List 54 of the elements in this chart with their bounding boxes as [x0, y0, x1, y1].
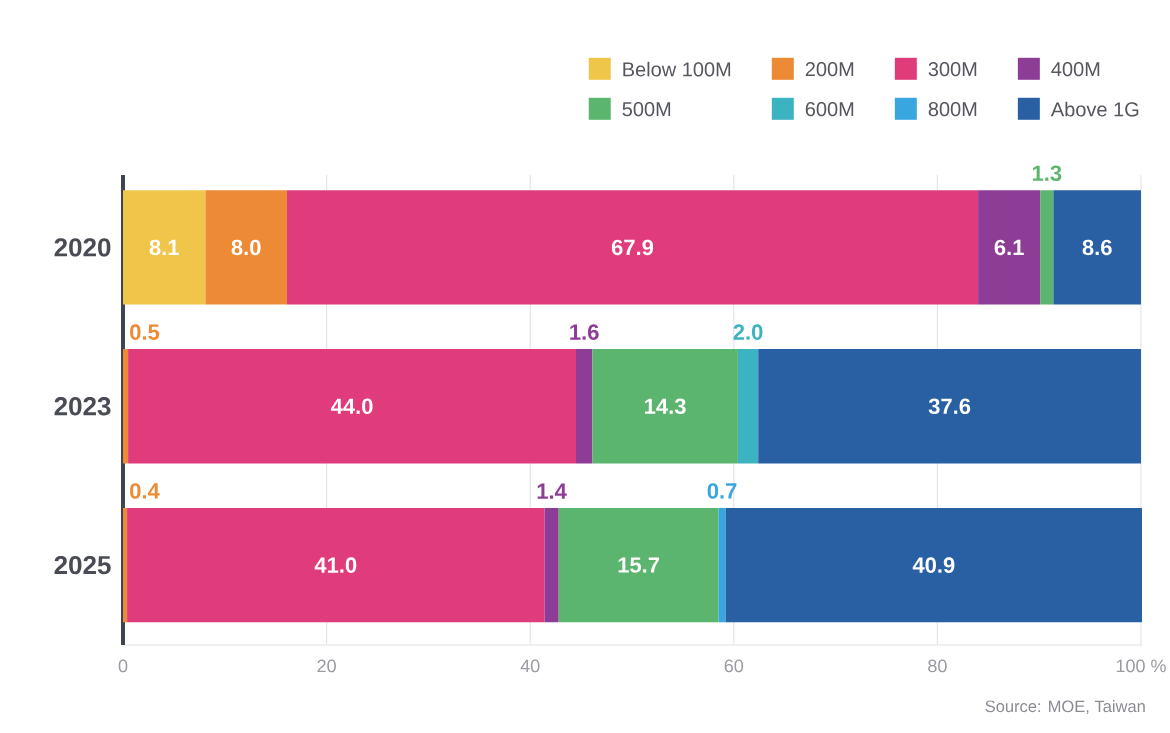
bar: [1040, 190, 1054, 305]
data-label: 6.1: [994, 239, 1024, 256]
bar: [127, 507, 545, 623]
bar: [592, 349, 738, 464]
data-label: 1.4: [537, 483, 567, 499]
data-label: 8.0: [231, 239, 261, 256]
x-tick-label: 0: [118, 659, 128, 673]
bar: [576, 349, 593, 464]
bar: [123, 507, 128, 623]
data-label: 67.9: [611, 239, 654, 256]
data-label: 1.3: [1032, 165, 1062, 182]
bar: [286, 190, 979, 305]
data-label: 0.4: [130, 483, 160, 499]
data-label: 41.0: [314, 557, 357, 573]
bar: [558, 507, 719, 623]
y-tick-label: 2025: [54, 555, 111, 575]
data-label: 8.1: [149, 239, 179, 256]
data-label: 44.0: [330, 398, 373, 415]
legend-label: Above 1G: [1050, 101, 1139, 117]
data-label: 15.7: [618, 557, 660, 573]
legend-label: Below 100M: [623, 61, 731, 77]
bar: [544, 507, 559, 623]
bar: [758, 349, 1141, 464]
bar: [725, 507, 1142, 623]
bar: [737, 349, 759, 464]
x-tick-label: 80: [928, 659, 947, 673]
legend-label: 300M: [928, 62, 977, 77]
x-tick-label: 20: [317, 659, 336, 673]
legend-label: 200M: [805, 62, 854, 77]
data-label: 40.9: [912, 557, 955, 573]
bar: [128, 349, 576, 464]
data-label: 37.6: [928, 398, 971, 415]
y-tick-label: 2023: [54, 397, 111, 416]
legend-label: 800M: [928, 102, 977, 117]
y-tick-label: 2020: [54, 238, 111, 257]
x-tick-label: 40: [520, 659, 540, 673]
bar: [978, 190, 1041, 305]
bar: [718, 507, 726, 623]
data-label: 14.3: [645, 398, 686, 415]
x-tick-label: 60: [724, 659, 744, 673]
data-label: 1.6: [570, 324, 599, 340]
data-label: 8.6: [1082, 239, 1112, 256]
data-label: 0.7: [707, 483, 737, 499]
x-tick-label: 100 %: [1116, 659, 1166, 673]
bar: [123, 190, 206, 305]
source-note: Source: MOE, Taiwan: [985, 700, 1145, 715]
data-label: 2.0: [733, 324, 763, 340]
bar: [123, 349, 129, 464]
bar: [205, 190, 287, 305]
legend-label: 400M: [1051, 62, 1100, 77]
legend-label: 600M: [805, 102, 854, 117]
data-label: 0.5: [130, 324, 160, 340]
legend-label: 500M: [622, 102, 671, 117]
bar: [1053, 190, 1141, 305]
